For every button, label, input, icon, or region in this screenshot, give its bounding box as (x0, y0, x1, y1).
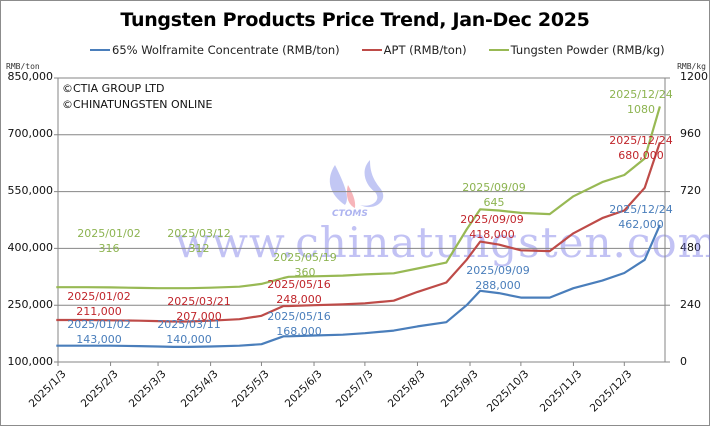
data-label: 2025/03/21 207,000 (167, 295, 231, 323)
legend-swatch-apt (361, 49, 382, 51)
data-label: 2025/05/19 360 (273, 251, 337, 279)
series-line-1 (56, 142, 661, 323)
legend-item-wolframite: 65% Wolframite Concentrate (RMB/ton) (90, 43, 340, 57)
gridlines (54, 77, 670, 363)
data-label: 2025/12/24 680,000 (609, 134, 673, 162)
right-tick: 480 (680, 241, 701, 254)
left-axis-unit: RMB/ton (6, 62, 40, 71)
legend-item-apt: APT (RMB/ton) (361, 43, 467, 57)
right-tick: 960 (680, 127, 701, 140)
series-line-2 (56, 106, 661, 290)
right-tick: 240 (680, 298, 701, 311)
left-tick: 400,000 (7, 241, 54, 254)
left-tick: 550,000 (7, 184, 54, 197)
right-tick: 1200 (680, 70, 708, 83)
right-axis-unit: RMB/kg (677, 62, 706, 71)
legend-label-apt: APT (RMB/ton) (383, 43, 467, 57)
legend-label-powder: Tungsten Powder (RMB/kg) (510, 43, 665, 57)
left-tick: 850,000 (7, 70, 54, 83)
watermark-logo-text: CTOMS (332, 209, 368, 219)
copyright-chinatungsten: ©CHINATUNGSTEN ONLINE (62, 98, 213, 111)
legend-label-wolframite: 65% Wolframite Concentrate (RMB/ton) (112, 43, 340, 57)
data-label: 2025/01/02 316 (77, 227, 141, 255)
data-label: 2025/05/16 248,000 (267, 278, 331, 306)
data-label: 2025/03/11 140,000 (157, 318, 221, 346)
left-tick: 100,000 (7, 355, 54, 368)
left-tick: 250,000 (7, 298, 54, 311)
data-label: 2025/09/09 418,000 (460, 213, 524, 241)
data-label: 2025/03/12 312 (167, 227, 231, 255)
data-label: 2025/12/24 462,000 (609, 203, 673, 231)
left-tick: 700,000 (7, 127, 54, 140)
data-label: 2025/09/09 645 (462, 181, 526, 209)
right-tick: 0 (680, 355, 687, 368)
data-label: 2025/09/09 288,000 (466, 264, 530, 292)
series-lines (56, 106, 661, 348)
legend: 65% Wolframite Concentrate (RMB/ton) APT… (90, 43, 665, 57)
watermark-text: www.chinatungsten.com (175, 218, 710, 267)
legend-swatch-powder (488, 49, 509, 51)
copyright-ctia: ©CTIA GROUP LTD (62, 82, 165, 95)
legend-swatch-wolframite (90, 49, 110, 51)
chart-title: Tungsten Products Price Trend, Jan-Dec 2… (120, 9, 590, 31)
series-line-0 (56, 224, 661, 348)
x-axis-ticks (57, 362, 625, 366)
data-label: 2025/01/02 211,000 (67, 290, 131, 318)
data-label: 2025/12/24 1080 (609, 88, 673, 116)
right-tick: 720 (680, 184, 701, 197)
data-label: 2025/01/02 143,000 (67, 318, 131, 346)
legend-item-powder: Tungsten Powder (RMB/kg) (488, 43, 665, 57)
data-label: 2025/05/16 168,000 (267, 310, 331, 338)
